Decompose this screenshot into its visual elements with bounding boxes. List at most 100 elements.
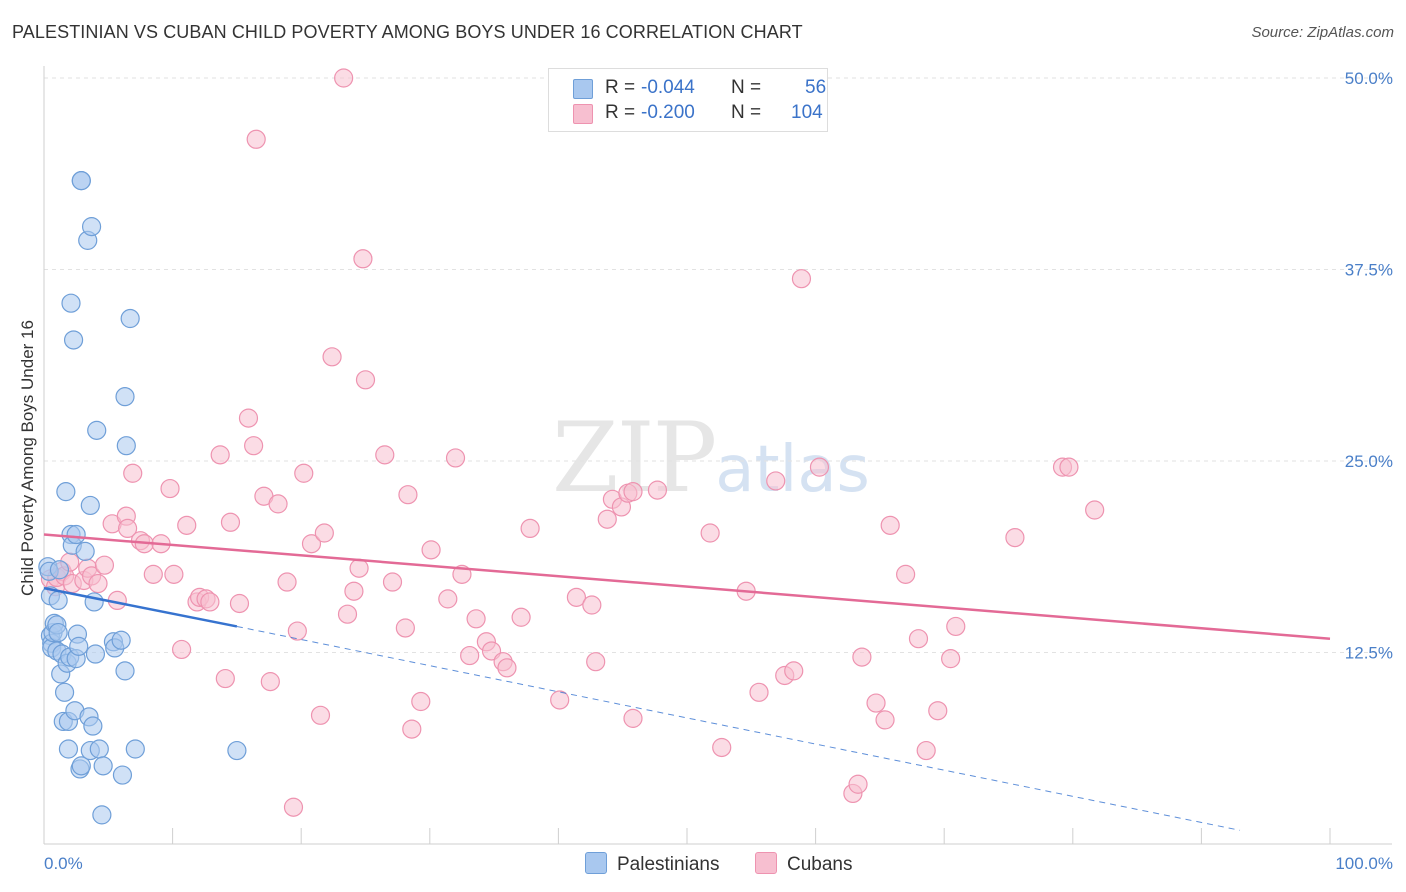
legend-item-cubans[interactable]: Cubans [755,852,853,876]
cubans-point [268,494,288,514]
cubans-point [353,249,373,269]
cubans-point [852,647,872,667]
cubans-point [349,558,369,578]
palestinians-point [112,765,133,785]
cubans-point [143,564,163,584]
cubans-point [322,347,342,367]
palestinians-swatch [585,852,607,874]
cubans-point [117,518,138,539]
y-axis-label: Child Poverty Among Boys Under 16 [18,320,37,596]
palestinians-point [125,739,145,759]
cubans-point [123,463,143,483]
cubans-point [784,661,804,681]
legend-swatch-palestinians [573,79,593,99]
cubans-point [94,555,115,575]
legend-row-cubans: R = -0.200 N = 104 [573,102,823,126]
cubans-point [766,471,786,491]
legend-row-palestinians: R = -0.044 N = 56 [573,77,827,101]
cubans-point [438,589,458,609]
cubans-points [40,68,1105,817]
legend-item-palestinians[interactable]: Palestinians [585,852,719,876]
palestinians-trend-line [43,586,238,628]
cubans-point [355,370,376,390]
palestinians-point [56,482,76,502]
cubans-point [287,621,307,641]
cubans-point [896,564,916,584]
y-tick-label: 37.5% [1345,261,1393,280]
cubans-point [229,593,250,614]
cubans-point [597,509,617,529]
cubans-point [314,523,334,543]
cubans-point [283,797,304,817]
legend-n-value: 104 [791,102,823,123]
x-tick-label: 0.0% [44,854,83,873]
palestinians-point [54,682,75,702]
cubans-point [647,480,668,500]
cubans-point [260,672,280,692]
palestinians-point [71,171,91,191]
cubans-point [791,269,812,289]
cubans-point [177,515,197,535]
cubans-point [445,448,466,468]
cubans-point [520,518,540,539]
cubans-point [497,658,517,678]
cubans-trend-line [43,533,1331,640]
palestinians-point [71,756,91,776]
cubans-point [941,649,961,669]
cubans-point [866,693,886,713]
cubans-point [382,572,403,592]
legend-r-label: R = [605,102,636,123]
palestinians-point [81,217,102,237]
cubans-point [164,564,184,584]
cubans-point [1005,527,1025,548]
cubans-point [246,129,266,149]
palestinians-point [111,630,131,650]
cubans-point [375,445,395,465]
palestinians-point [69,636,89,656]
cubans-point [1085,500,1105,520]
palestinians-point [66,524,86,545]
palestinians-point [93,756,113,776]
palestinians-point [63,330,84,350]
palestinians-point [49,560,70,580]
palestinians-point [120,308,140,329]
palestinians-point [116,436,136,456]
cubans-swatch [755,852,777,874]
palestinians-point [92,805,112,825]
cubans-point [749,682,769,702]
x-tick-labels: 0.0% 100.0% [44,854,1393,873]
y-tick-labels: 12.5% 25.0% 37.5% 50.0% [1345,69,1393,663]
cubans-point [200,592,220,612]
cubans-point [344,581,364,601]
y-tick-label: 12.5% [1345,644,1393,663]
palestinians-point [83,716,103,736]
legend-n-value: 56 [805,77,827,98]
palestinians-point [48,590,68,611]
cubans-point [301,534,322,554]
cubans-point [402,719,422,739]
cubans-point [337,604,358,624]
axes [43,66,1392,845]
legend-r-value: -0.044 [641,77,695,98]
cubans-point [582,595,602,615]
palestinians-points [38,171,247,825]
cubans-point [411,691,431,712]
palestinians-label: Palestinians [617,854,720,875]
cubans-point [586,652,606,672]
cubans-point [875,710,895,730]
palestinians-point [80,495,100,516]
palestinians-point [48,622,68,643]
cubans-point [466,609,486,629]
watermark-atlas: atlas [715,433,870,507]
cubans-point [294,463,314,483]
x-tick-label: 100.0% [1335,854,1393,873]
cubans-point [334,68,354,88]
gridlines [44,77,1392,653]
cubans-point [395,618,415,638]
cubans-point [88,573,108,594]
cubans-point [908,629,929,649]
palestinians-point [87,420,107,440]
cubans-point [809,457,830,477]
cubans-point [946,616,966,637]
